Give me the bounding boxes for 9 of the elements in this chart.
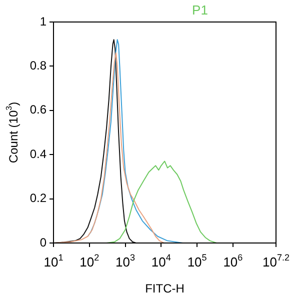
y-tick-label: 0.2 bbox=[30, 191, 47, 206]
y-axis-title: Count (103) bbox=[4, 102, 20, 164]
chart-title: P1 bbox=[192, 2, 208, 18]
y-tick-label: 0.8 bbox=[30, 58, 47, 73]
y-tick-label: 0.6 bbox=[30, 102, 47, 117]
y-tick-label: 0.4 bbox=[30, 146, 47, 161]
x-axis-title: FITC-H bbox=[145, 281, 184, 296]
y-tick-label: 1 bbox=[40, 14, 47, 28]
y-tick-label: 0 bbox=[40, 235, 47, 250]
